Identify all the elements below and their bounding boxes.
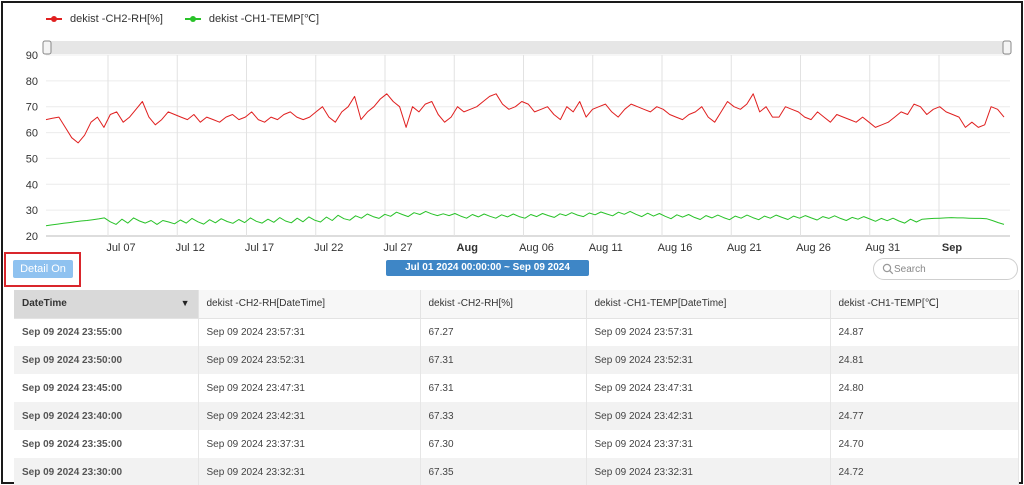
y-tick-label: 90 [26, 50, 38, 62]
table-cell: Sep 09 2024 23:47:31 [198, 374, 421, 402]
table-row[interactable]: Sep 09 2024 23:50:00 Sep 09 2024 23:52:3… [14, 346, 1019, 374]
x-tick-label: Aug [457, 242, 478, 254]
y-tick-label: 60 [26, 128, 38, 140]
x-tick-label: Jul 17 [245, 242, 274, 254]
legend-swatch-rh [46, 15, 62, 22]
x-tick-label: Jul 22 [314, 242, 343, 254]
column-header-rh-datetime[interactable]: dekist -CH2-RH[DateTime] [198, 290, 421, 319]
column-header-label: dekist -CH1-TEMP[℃] [838, 298, 939, 310]
column-header-label: dekist -CH1-TEMP[DateTime] [594, 298, 727, 310]
table-cell: 24.70 [830, 430, 1019, 458]
column-header-label: DateTime [22, 298, 67, 310]
table-row[interactable]: Sep 09 2024 23:55:00 Sep 09 2024 23:57:3… [14, 318, 1019, 346]
table-header-row: DateTime ▼ dekist -CH2-RH[DateTime] deki… [14, 290, 1019, 319]
x-tick-label: Aug 16 [658, 242, 693, 254]
x-tick-label: Sep [942, 242, 962, 254]
table-row[interactable]: Sep 09 2024 23:30:00 Sep 09 2024 23:32:3… [14, 458, 1019, 485]
table-cell: Sep 09 2024 23:30:00 [14, 458, 199, 485]
legend-swatch-temp [184, 15, 201, 22]
search-input[interactable] [894, 261, 1012, 277]
chart-legend: dekist -CH2-RH[%] dekist -CH1-TEMP[℃] [46, 12, 319, 25]
legend-label-temp: dekist -CH1-TEMP[℃] [208, 13, 320, 25]
column-header-rh-value[interactable]: dekist -CH2-RH[%] [420, 290, 587, 319]
table-cell: Sep 09 2024 23:32:31 [586, 458, 831, 485]
column-header-temp-datetime[interactable]: dekist -CH1-TEMP[DateTime] [586, 290, 831, 319]
table-cell: Sep 09 2024 23:35:00 [14, 430, 199, 458]
column-header-label: dekist -CH2-RH[%] [428, 298, 513, 310]
y-tick-label: 40 [26, 179, 38, 191]
column-header-label: dekist -CH2-RH[DateTime] [206, 298, 326, 310]
date-range-badge: Jul 01 2024 00:00:00 ~ Sep 09 2024 23:59… [386, 260, 589, 289]
series-line-rh [45, 93, 1005, 144]
x-tick-label: Aug 21 [727, 242, 762, 254]
x-tick-label: Jul 07 [106, 242, 135, 254]
detail-on-button[interactable]: Detail On [13, 260, 73, 278]
table-cell: 24.72 [830, 458, 1019, 485]
table-cell: 24.77 [830, 402, 1019, 430]
table-cell: 24.80 [830, 374, 1019, 402]
x-tick-label: Aug 26 [796, 242, 831, 254]
y-tick-label: 50 [26, 153, 38, 165]
table-cell: 67.31 [420, 346, 587, 374]
y-tick-label: 20 [26, 231, 38, 243]
table-cell: Sep 09 2024 23:40:00 [14, 402, 199, 430]
table-cell: Sep 09 2024 23:45:00 [14, 374, 199, 402]
table-cell: Sep 09 2024 23:37:31 [198, 430, 421, 458]
y-tick-label: 30 [26, 205, 38, 217]
table-row[interactable]: Sep 09 2024 23:40:00 Sep 09 2024 23:42:3… [14, 402, 1019, 430]
table-row[interactable]: Sep 09 2024 23:35:00 Sep 09 2024 23:37:3… [14, 430, 1019, 458]
table-cell: Sep 09 2024 23:32:31 [198, 458, 421, 485]
table-cell: Sep 09 2024 23:50:00 [14, 346, 199, 374]
x-tick-label: Aug 11 [589, 242, 623, 254]
table-row[interactable]: Sep 09 2024 23:45:00 Sep 09 2024 23:47:3… [14, 374, 1019, 402]
table-cell: Sep 09 2024 23:55:00 [14, 318, 199, 346]
data-table: DateTime ▼ dekist -CH2-RH[DateTime] deki… [14, 290, 1019, 485]
table-cell: 24.81 [830, 346, 1019, 374]
table-cell: 24.87 [830, 318, 1019, 346]
table-cell: Sep 09 2024 23:47:31 [586, 374, 831, 402]
table-cell: Sep 09 2024 23:52:31 [198, 346, 421, 374]
x-tick-label: Jul 27 [383, 242, 412, 254]
table-cell: Sep 09 2024 23:52:31 [586, 346, 831, 374]
navigator-right-handle[interactable] [1002, 40, 1012, 55]
legend-label-rh: dekist -CH2-RH[%] [70, 12, 163, 25]
y-tick-label: 80 [26, 76, 38, 88]
table-cell: 67.31 [420, 374, 587, 402]
table-cell: 67.33 [420, 402, 587, 430]
legend-item-temp[interactable]: dekist -CH1-TEMP[℃] [184, 12, 320, 25]
table-cell: Sep 09 2024 23:57:31 [586, 318, 831, 346]
search-box[interactable] [873, 258, 1018, 280]
detail-highlight-box [4, 252, 81, 287]
table-cell: 67.35 [420, 458, 587, 485]
x-tick-label: Aug 31 [865, 242, 900, 254]
legend-item-rh[interactable]: dekist -CH2-RH[%] [46, 12, 163, 25]
table-cell: 67.27 [420, 318, 587, 346]
line-chart: 90 80 70 60 50 40 30 20 Jul 07 Jul 12 Jul 17 Jul 22… [26, 40, 1012, 254]
x-tick-label: Jul 12 [176, 242, 205, 254]
x-tick-label: Aug 06 [519, 242, 554, 254]
search-icon [882, 263, 894, 275]
column-header-temp-value[interactable]: dekist -CH1-TEMP[℃] [830, 290, 1019, 319]
column-header-datetime[interactable]: DateTime ▼ [14, 290, 199, 319]
table-cell: Sep 09 2024 23:42:31 [198, 402, 421, 430]
range-navigator-track [46, 41, 1010, 54]
y-tick-label: 70 [26, 102, 38, 114]
table-cell: 67.30 [420, 430, 587, 458]
table-cell: Sep 09 2024 23:57:31 [198, 318, 421, 346]
sort-desc-icon: ▼ [180, 298, 190, 308]
table-cell: Sep 09 2024 23:42:31 [586, 402, 831, 430]
table-cell: Sep 09 2024 23:37:31 [586, 430, 831, 458]
series-line-temp [45, 210, 1005, 227]
navigator-left-handle[interactable] [42, 40, 52, 55]
